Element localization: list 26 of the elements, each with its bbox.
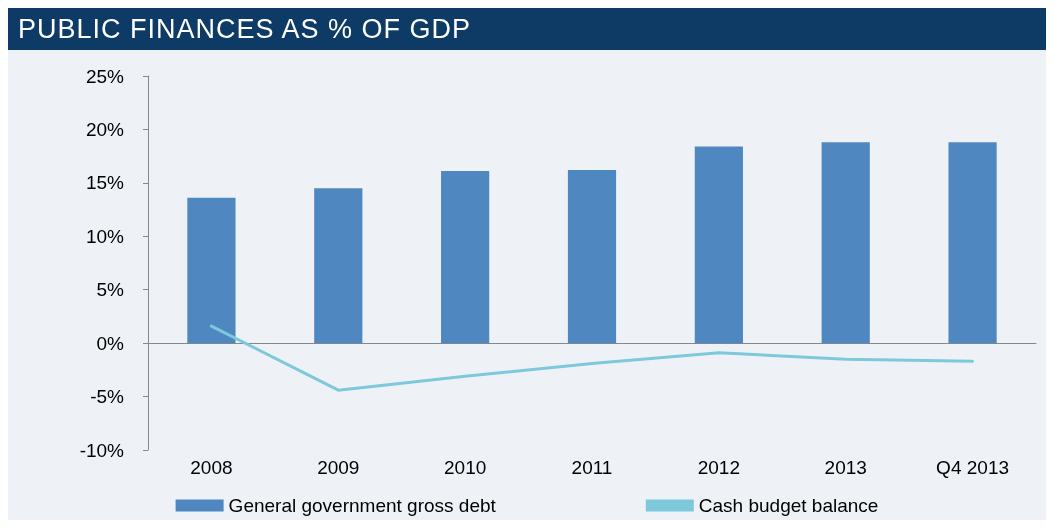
y-tick-label: 10% (85, 225, 125, 247)
legend-label: General government gross debt (228, 495, 497, 516)
bar (314, 188, 363, 344)
bar (187, 197, 236, 344)
bar (821, 142, 870, 344)
x-tick-label: 2009 (317, 457, 360, 478)
y-tick-label: 5% (96, 279, 125, 301)
y-tick-label: 0% (96, 332, 125, 354)
y-tick-label: -5% (90, 386, 125, 408)
y-tick-label: 20% (85, 118, 125, 140)
bar (441, 171, 490, 344)
bar (694, 146, 743, 344)
chart-title: PUBLIC FINANCES AS % OF GDP (8, 8, 1046, 50)
x-tick-label: 2013 (824, 457, 867, 478)
bar (567, 170, 617, 344)
x-tick-label: Q4 2013 (936, 457, 1010, 478)
y-tick-label: -10% (79, 439, 125, 461)
line-series (209, 324, 975, 392)
x-tick-label: 2012 (697, 457, 740, 478)
x-tick-label: 2011 (571, 457, 613, 478)
x-tick-label: 2010 (444, 457, 487, 478)
legend-label: Cash budget balance (698, 495, 879, 516)
y-tick-label: 15% (85, 172, 125, 194)
bar (948, 142, 997, 344)
x-tick-label: 2008 (190, 457, 233, 478)
y-tick-label: 25% (85, 65, 125, 87)
